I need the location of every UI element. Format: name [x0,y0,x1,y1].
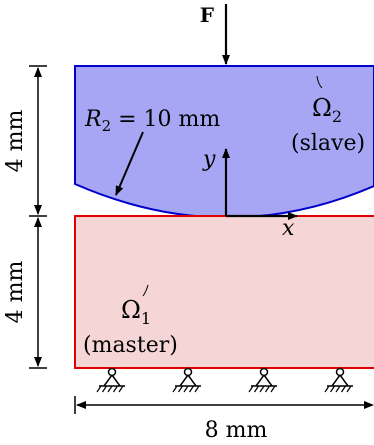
dim-arrow-top-down [34,205,42,215]
radius-label-main: R [84,107,102,132]
dim-label-width: 8 mm [205,418,268,443]
slave-label-tick [316,75,323,89]
dim-arrow-bottom-up [34,217,42,227]
master-domain-label: Ω1 [121,296,151,328]
support-symbol [324,367,353,393]
slave-domain-label: Ω2 [312,94,342,126]
x-axis-label: x [282,216,295,241]
slave-domain-main: Ω [312,94,332,122]
master-label-tick [142,284,149,297]
master-role-label: (master) [83,333,178,358]
support-symbol [96,367,125,393]
force-label: F [200,3,214,27]
support-symbol [172,367,201,393]
master-body [74,215,374,369]
master-domain-main: Ω [121,296,141,324]
master-domain-sub: 1 [141,309,151,328]
radius-label-sub: 2 [102,117,112,135]
support-symbol [248,367,277,393]
dim-label-top: 4 mm [3,110,28,173]
dim-arrow-top-up [34,67,42,77]
radius-label: R2 = 10 mm [84,107,220,135]
supports [96,367,353,393]
dim-arrow-width-left [76,401,86,409]
radius-label-rest: = 10 mm [111,107,220,132]
slave-role-label: (slave) [291,131,365,156]
dim-arrow-width-right [364,401,374,409]
slave-domain-sub: 2 [332,107,342,126]
dim-arrow-bottom-down [34,357,42,367]
dim-label-bottom: 4 mm [3,261,28,324]
y-axis-label: y [202,147,216,172]
radius-leader-arrow [115,131,144,196]
